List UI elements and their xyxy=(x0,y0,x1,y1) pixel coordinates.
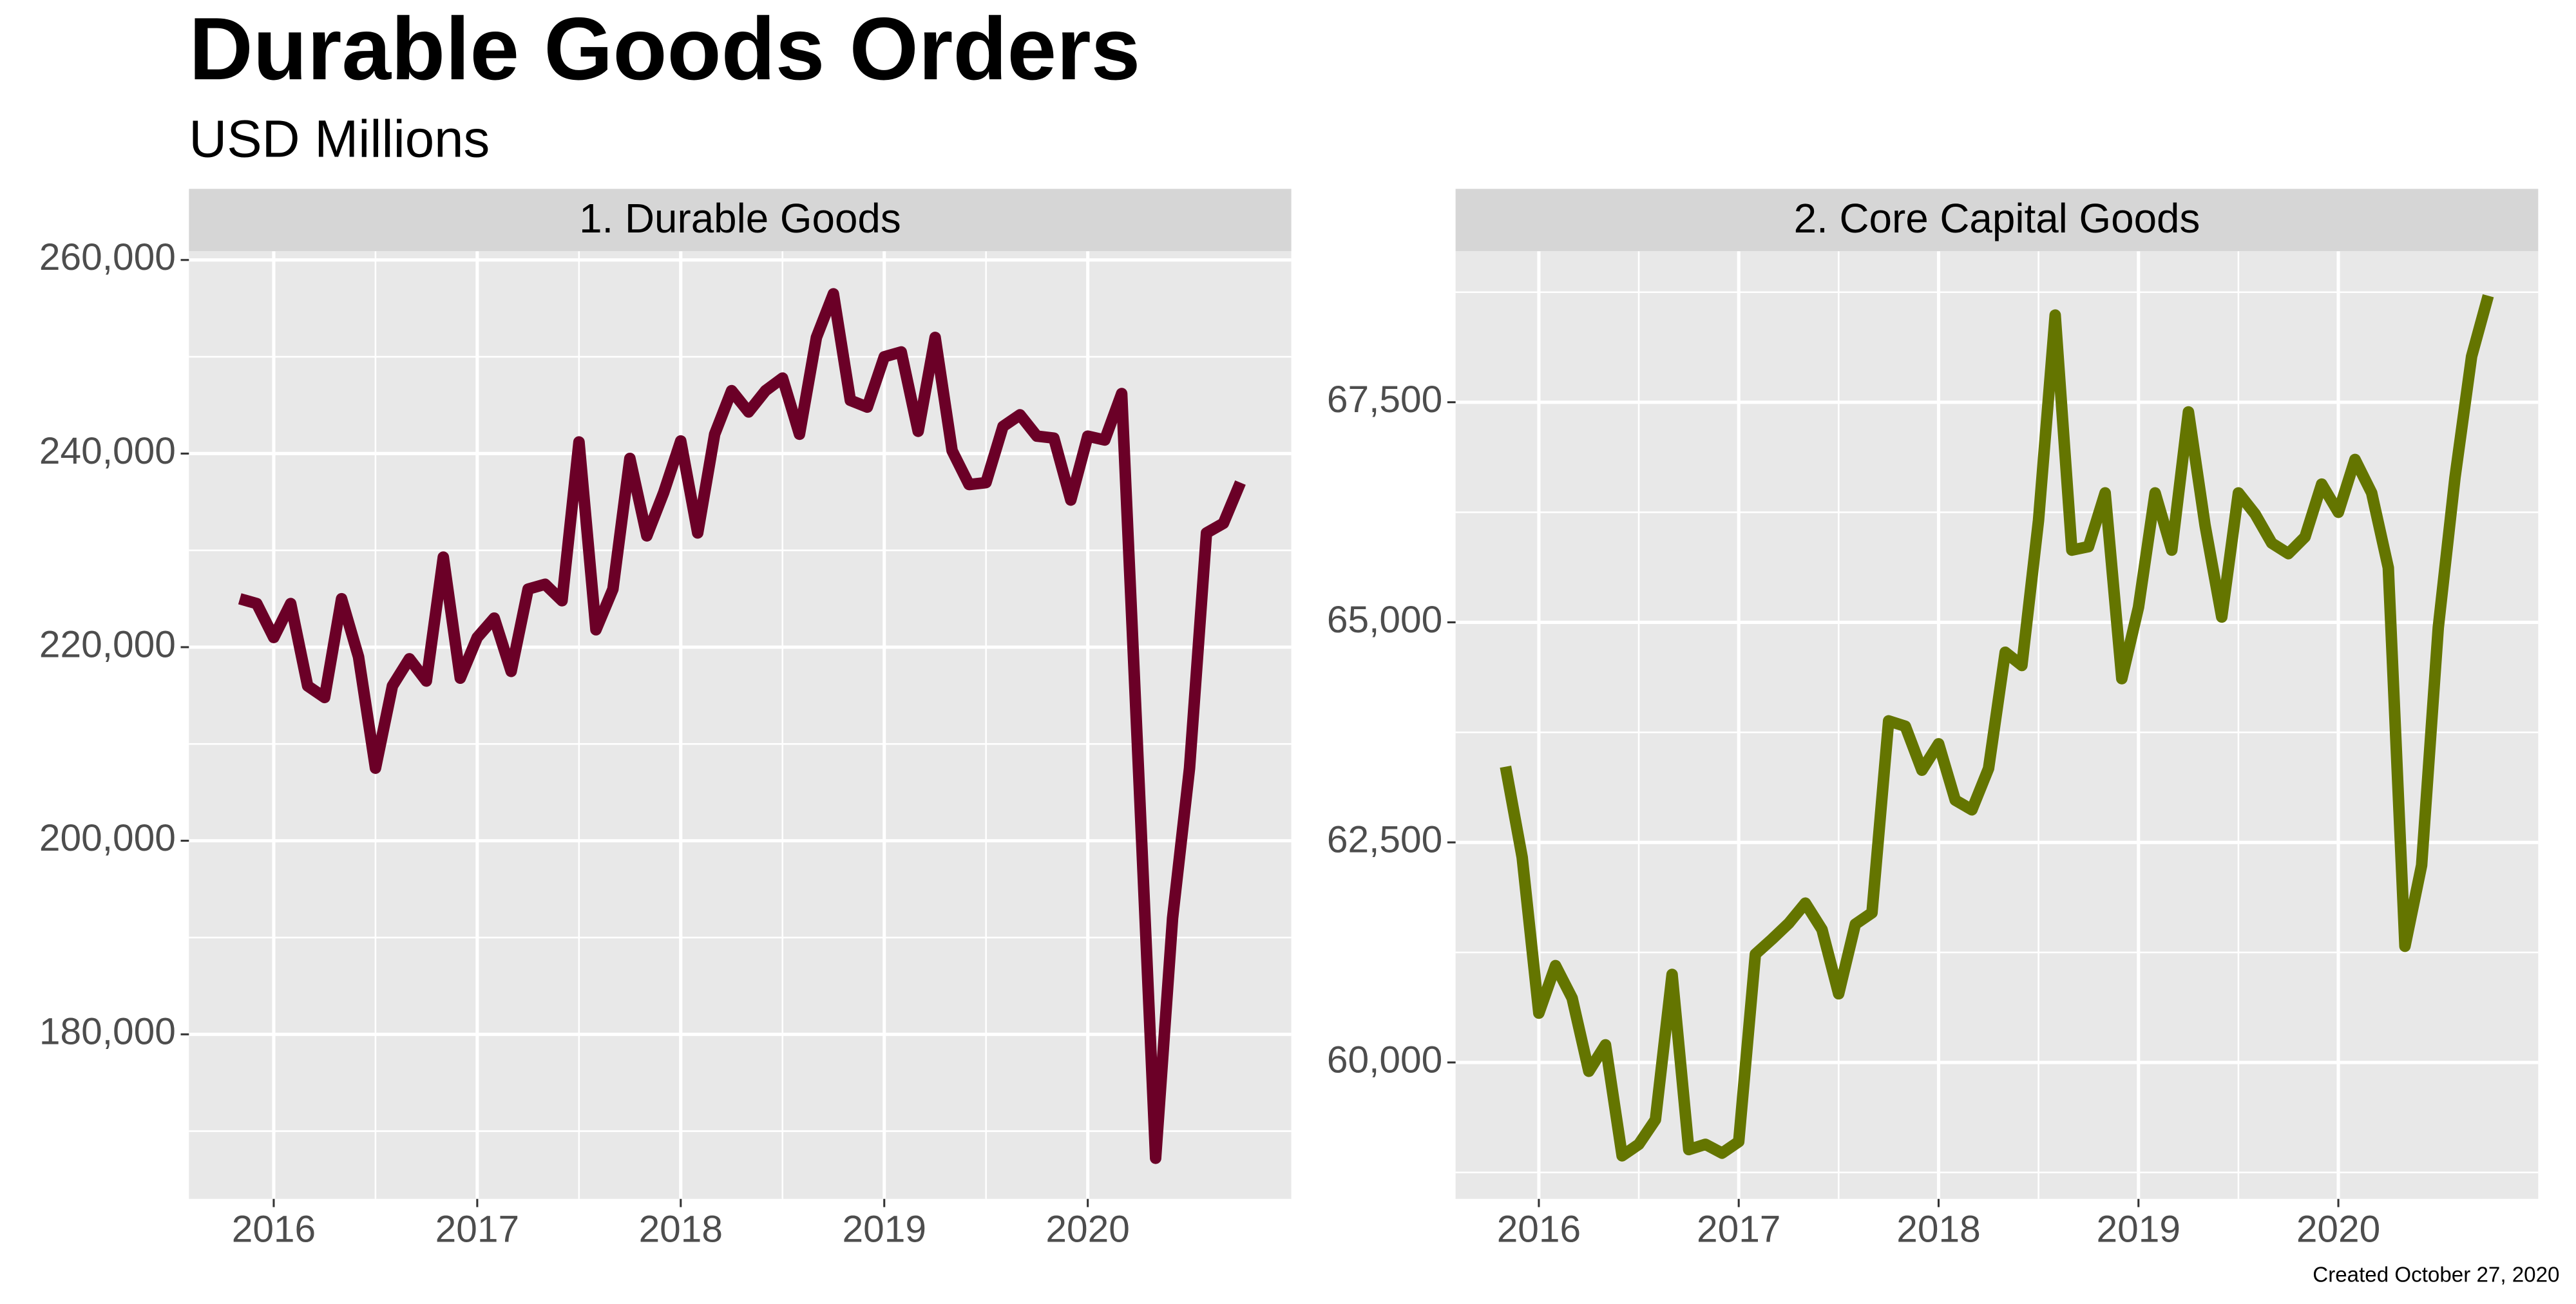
x-tick-label: 2019 xyxy=(843,1208,926,1250)
y-tick-label: 240,000 xyxy=(39,430,176,472)
x-tick-label: 2017 xyxy=(435,1208,519,1250)
strip xyxy=(189,189,1292,252)
panel-title: 2. Core Capital Goods xyxy=(1794,195,2200,241)
y-tick-label: 67,500 xyxy=(1327,379,1442,420)
x-tick-label: 2018 xyxy=(1896,1208,1980,1250)
y-tick-label: 220,000 xyxy=(39,623,176,665)
panel-title: 1. Durable Goods xyxy=(579,195,901,241)
chart-subtitle: USD Millions xyxy=(189,109,490,168)
y-tick-label: 60,000 xyxy=(1327,1039,1442,1081)
x-tick-label: 2016 xyxy=(1497,1208,1581,1250)
caption: Created October 27, 2020 xyxy=(2313,1263,2559,1287)
x-tick-label: 2017 xyxy=(1697,1208,1780,1250)
y-tick-label: 180,000 xyxy=(39,1011,176,1053)
series-line xyxy=(238,288,1246,1164)
strip xyxy=(1455,189,2539,252)
x-tick-label: 2020 xyxy=(2296,1208,2380,1250)
x-tick-label: 2020 xyxy=(1045,1208,1129,1250)
x-tick-label: 2019 xyxy=(2097,1208,2180,1250)
y-tick-label: 260,000 xyxy=(39,236,176,278)
x-tick-label: 2016 xyxy=(232,1208,316,1250)
series-line xyxy=(1500,294,2494,1162)
chart-title: Durable Goods Orders xyxy=(189,0,1140,99)
y-tick-label: 200,000 xyxy=(39,817,176,859)
x-tick-label: 2018 xyxy=(639,1208,723,1250)
y-tick-label: 65,000 xyxy=(1327,599,1442,641)
y-tick-label: 62,500 xyxy=(1327,819,1442,861)
